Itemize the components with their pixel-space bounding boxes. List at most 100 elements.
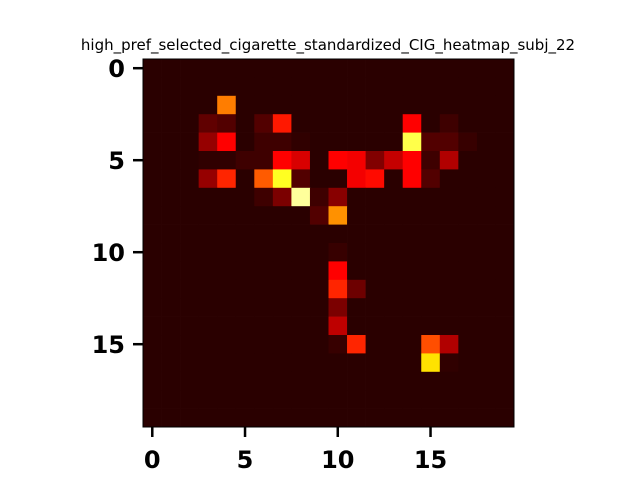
heatmap-cell — [365, 335, 385, 354]
heatmap-cell — [347, 408, 366, 428]
heatmap-cell — [291, 169, 311, 189]
heatmap-cell — [254, 114, 274, 133]
heatmap-cell — [161, 243, 181, 262]
heatmap-cell — [180, 77, 199, 97]
heatmap-cell — [309, 169, 329, 189]
heatmap-cell — [439, 132, 459, 152]
heatmap-cell — [365, 279, 385, 299]
heatmap-cell — [458, 132, 478, 152]
heatmap-cell — [402, 187, 422, 207]
heatmap-cell — [458, 169, 478, 189]
heatmap-cell — [421, 316, 441, 336]
heatmap-cell — [272, 371, 292, 391]
heatmap-cell — [161, 132, 181, 152]
heatmap-cell — [180, 59, 199, 78]
heatmap-cell — [272, 298, 292, 317]
heatmap-cell — [180, 390, 199, 409]
heatmap-cell — [476, 59, 496, 78]
heatmap-cell — [384, 206, 404, 225]
heatmap-cell — [235, 316, 255, 336]
heatmap-cell — [458, 408, 478, 428]
heatmap-cell — [495, 243, 515, 262]
heatmap-cell — [235, 187, 255, 207]
heatmap-cell — [198, 316, 218, 336]
heatmap-cell — [365, 77, 385, 97]
heatmap-cell — [347, 279, 366, 299]
x-tick-label: 10 — [321, 446, 354, 474]
heatmap-cell — [328, 77, 348, 97]
heatmap-cell — [143, 187, 162, 207]
heatmap-cell — [476, 151, 496, 170]
heatmap-cell — [328, 390, 348, 409]
heatmap-cell — [384, 298, 404, 317]
heatmap-cell — [272, 316, 292, 336]
heatmap-cell — [439, 151, 459, 170]
heatmap-cell — [439, 371, 459, 391]
heatmap-cell — [384, 243, 404, 262]
heatmap-cell — [476, 279, 496, 299]
heatmap-cell — [365, 59, 385, 78]
heatmap-cell — [365, 114, 385, 133]
heatmap-cell — [495, 187, 515, 207]
heatmap-cell — [421, 187, 441, 207]
heatmap-cell — [291, 335, 311, 354]
heatmap-cell — [421, 132, 441, 152]
heatmap-cell — [439, 335, 459, 354]
heatmap-cell — [384, 390, 404, 409]
heatmap-cell — [291, 298, 311, 317]
heatmap-cell — [495, 169, 515, 189]
heatmap-cell — [198, 371, 218, 391]
heatmap-cell — [476, 169, 496, 189]
heatmap-cell — [458, 206, 478, 225]
heatmap-cell — [161, 206, 181, 225]
heatmap-cell — [402, 169, 422, 189]
heatmap-cell — [365, 408, 385, 428]
heatmap-cell — [347, 390, 366, 409]
heatmap-cell — [402, 243, 422, 262]
heatmap-cell — [421, 371, 441, 391]
heatmap-cell — [217, 95, 237, 115]
heatmap-cell — [235, 371, 255, 391]
heatmap-cell — [309, 243, 329, 262]
heatmap-cell — [476, 77, 496, 97]
heatmap-cell — [254, 169, 274, 189]
heatmap-cell — [495, 114, 515, 133]
heatmap-cell — [143, 390, 162, 409]
heatmap-cell — [291, 187, 311, 207]
heatmap-cell — [384, 224, 404, 244]
heatmap-cell — [198, 132, 218, 152]
heatmap-cell — [365, 371, 385, 391]
heatmap-cell — [439, 169, 459, 189]
heatmap-cell — [495, 371, 515, 391]
heatmap-cell — [421, 243, 441, 262]
heatmap-cell — [198, 279, 218, 299]
heatmap-cell — [143, 279, 162, 299]
heatmap-cell — [476, 316, 496, 336]
heatmap-cell — [291, 206, 311, 225]
heatmap-cell — [458, 316, 478, 336]
heatmap-cell — [161, 279, 181, 299]
heatmap-cell — [476, 390, 496, 409]
heatmap-cell — [384, 169, 404, 189]
heatmap-cell — [198, 261, 218, 281]
heatmap-cell — [291, 390, 311, 409]
heatmap-cell — [143, 243, 162, 262]
heatmap-cell — [495, 224, 515, 244]
heatmap-cell — [180, 279, 199, 299]
heatmap-cell — [439, 224, 459, 244]
heatmap-cell — [272, 243, 292, 262]
heatmap-cell — [458, 114, 478, 133]
heatmap-cell — [217, 206, 237, 225]
heatmap-cell — [421, 224, 441, 244]
heatmap-cell — [421, 206, 441, 225]
heatmap-cell — [235, 243, 255, 262]
heatmap-cell — [143, 59, 162, 78]
heatmap-cell — [291, 224, 311, 244]
heatmap-cell — [476, 95, 496, 115]
heatmap-cell — [439, 77, 459, 97]
heatmap-cell — [402, 316, 422, 336]
heatmap-cell — [365, 151, 385, 170]
heatmap-cell — [235, 390, 255, 409]
heatmap-cell — [291, 77, 311, 97]
heatmap-cell — [217, 316, 237, 336]
